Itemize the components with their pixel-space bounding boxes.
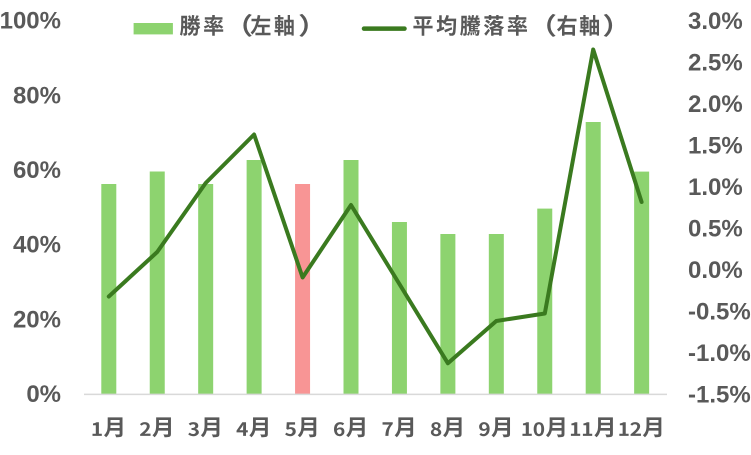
- svg-text:40%: 40%: [13, 232, 61, 259]
- svg-text:80%: 80%: [13, 82, 61, 109]
- svg-text:0.5%: 0.5%: [688, 215, 743, 242]
- svg-text:20%: 20%: [13, 306, 61, 333]
- svg-text:2.5%: 2.5%: [688, 49, 743, 76]
- svg-text:60%: 60%: [13, 157, 61, 184]
- svg-text:1.0%: 1.0%: [688, 174, 743, 201]
- svg-text:-1.0%: -1.0%: [688, 340, 751, 367]
- svg-text:0.0%: 0.0%: [688, 257, 743, 284]
- svg-text:100%: 100%: [0, 8, 61, 35]
- svg-text:3.0%: 3.0%: [688, 8, 743, 35]
- svg-text:0%: 0%: [26, 381, 61, 408]
- svg-text:2.0%: 2.0%: [688, 91, 743, 118]
- svg-text:-0.5%: -0.5%: [688, 298, 751, 325]
- svg-text:1.5%: 1.5%: [688, 132, 743, 159]
- svg-text:-1.5%: -1.5%: [688, 381, 751, 408]
